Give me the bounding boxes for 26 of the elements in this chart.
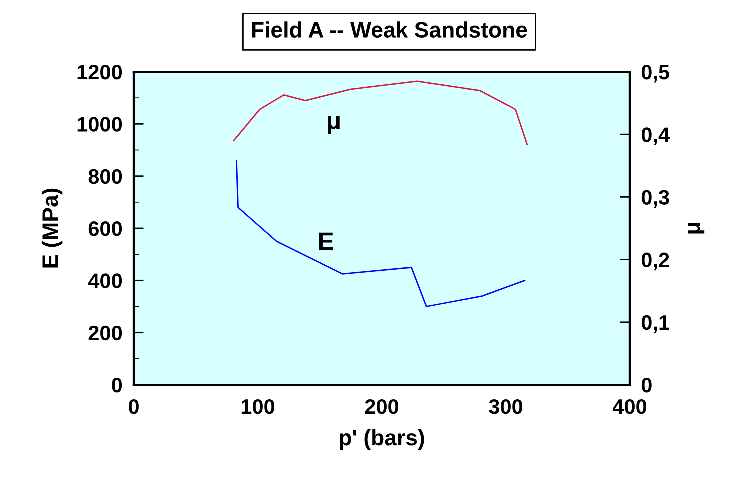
- y-tick-label: 1000: [78, 117, 122, 132]
- y2-tick-label: 0,5: [642, 65, 670, 83]
- y-tick-label: 400: [88, 274, 122, 288]
- line-series: [233, 80, 528, 146]
- x-tick-label: 0: [129, 399, 139, 414]
- y2-axis-title: μ: [688, 223, 705, 234]
- y-tick-label: 1200: [78, 65, 122, 80]
- y-tick-label: 600: [88, 222, 122, 236]
- x-tick-label: 400: [612, 399, 647, 414]
- x-tick-label: 100: [242, 399, 275, 414]
- y-tick-label: 0: [112, 378, 122, 393]
- x-tick-label: 200: [365, 399, 399, 414]
- y-tick-label: 800: [88, 169, 122, 184]
- y2-tick-label: 0,2: [642, 252, 670, 271]
- series-label: μ: [328, 116, 340, 134]
- series-label: E: [319, 232, 334, 250]
- x-tick-label: 300: [489, 399, 523, 414]
- x-axis-title: p' (bars): [340, 429, 424, 450]
- y-axis-title: E (MPa): [42, 188, 63, 268]
- y2-tick-label: 0: [642, 378, 652, 393]
- y2-tick-label: 0,3: [642, 190, 670, 208]
- y-tick-label: 200: [88, 326, 122, 341]
- y2-tick-label: 0,4: [642, 128, 670, 146]
- y2-tick-label: 0,1: [642, 315, 670, 334]
- line-series: [236, 160, 526, 308]
- chart-title: Field A -- Weak Sandstone: [252, 22, 528, 38]
